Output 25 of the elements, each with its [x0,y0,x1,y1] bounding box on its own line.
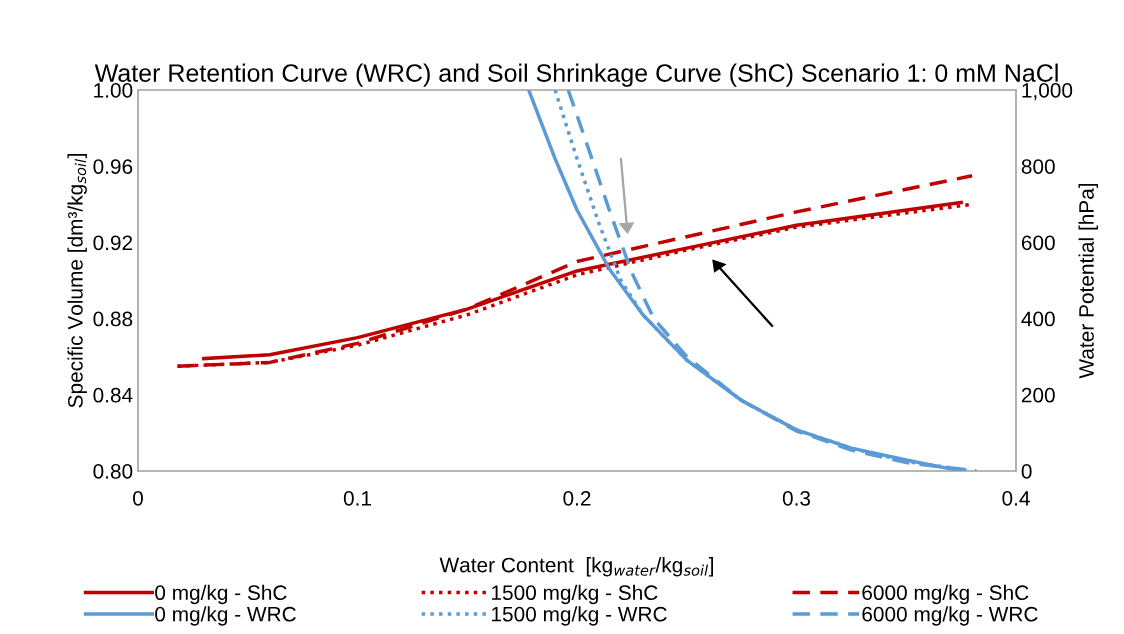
y-tick-label: 0.88 [93,311,133,327]
y2-tick-label: 0 [1021,464,1032,479]
y-axis-title: Specific Volume [dm³/kg$_{soil}$] [67,154,87,408]
y2-tick-label: 1,000 [1022,83,1073,101]
y2-tick-label: 200 [1021,387,1055,403]
y-tick-label: 0.80 [93,464,133,479]
x-axis-title: Water Content [kg$_{water}$/kg$_{soil}$] [439,557,713,577]
x-tick-label: 0 [133,490,143,506]
y-tick-label: 0.96 [93,159,133,174]
legend-label: 0 mg/kg - ShC [155,584,287,605]
legend-label: 1500 mg/kg - WRC [492,606,667,626]
x-tick-label: 0.3 [782,490,811,506]
legend-label: 6000 mg/kg - WRC [862,606,1038,626]
y-tick-label: 0.92 [93,235,133,251]
y-tick-label: 0.84 [93,387,133,403]
y2-tick-label: 800 [1021,159,1055,174]
x-tick-label: 0.2 [563,490,591,506]
x-tick-label: 0.1 [343,490,371,506]
legend-label: 1500 mg/kg - ShC [492,584,658,605]
y2-axis-title: Water Potential [hPa] [1078,183,1098,379]
legend-label: 6000 mg/kg - ShC [862,584,1029,605]
y2-tick-label: 600 [1021,235,1055,251]
legend-label: 0 mg/kg - WRC [155,606,296,626]
x-tick-label: 0.4 [1002,490,1030,506]
y2-tick-label: 400 [1021,311,1055,327]
